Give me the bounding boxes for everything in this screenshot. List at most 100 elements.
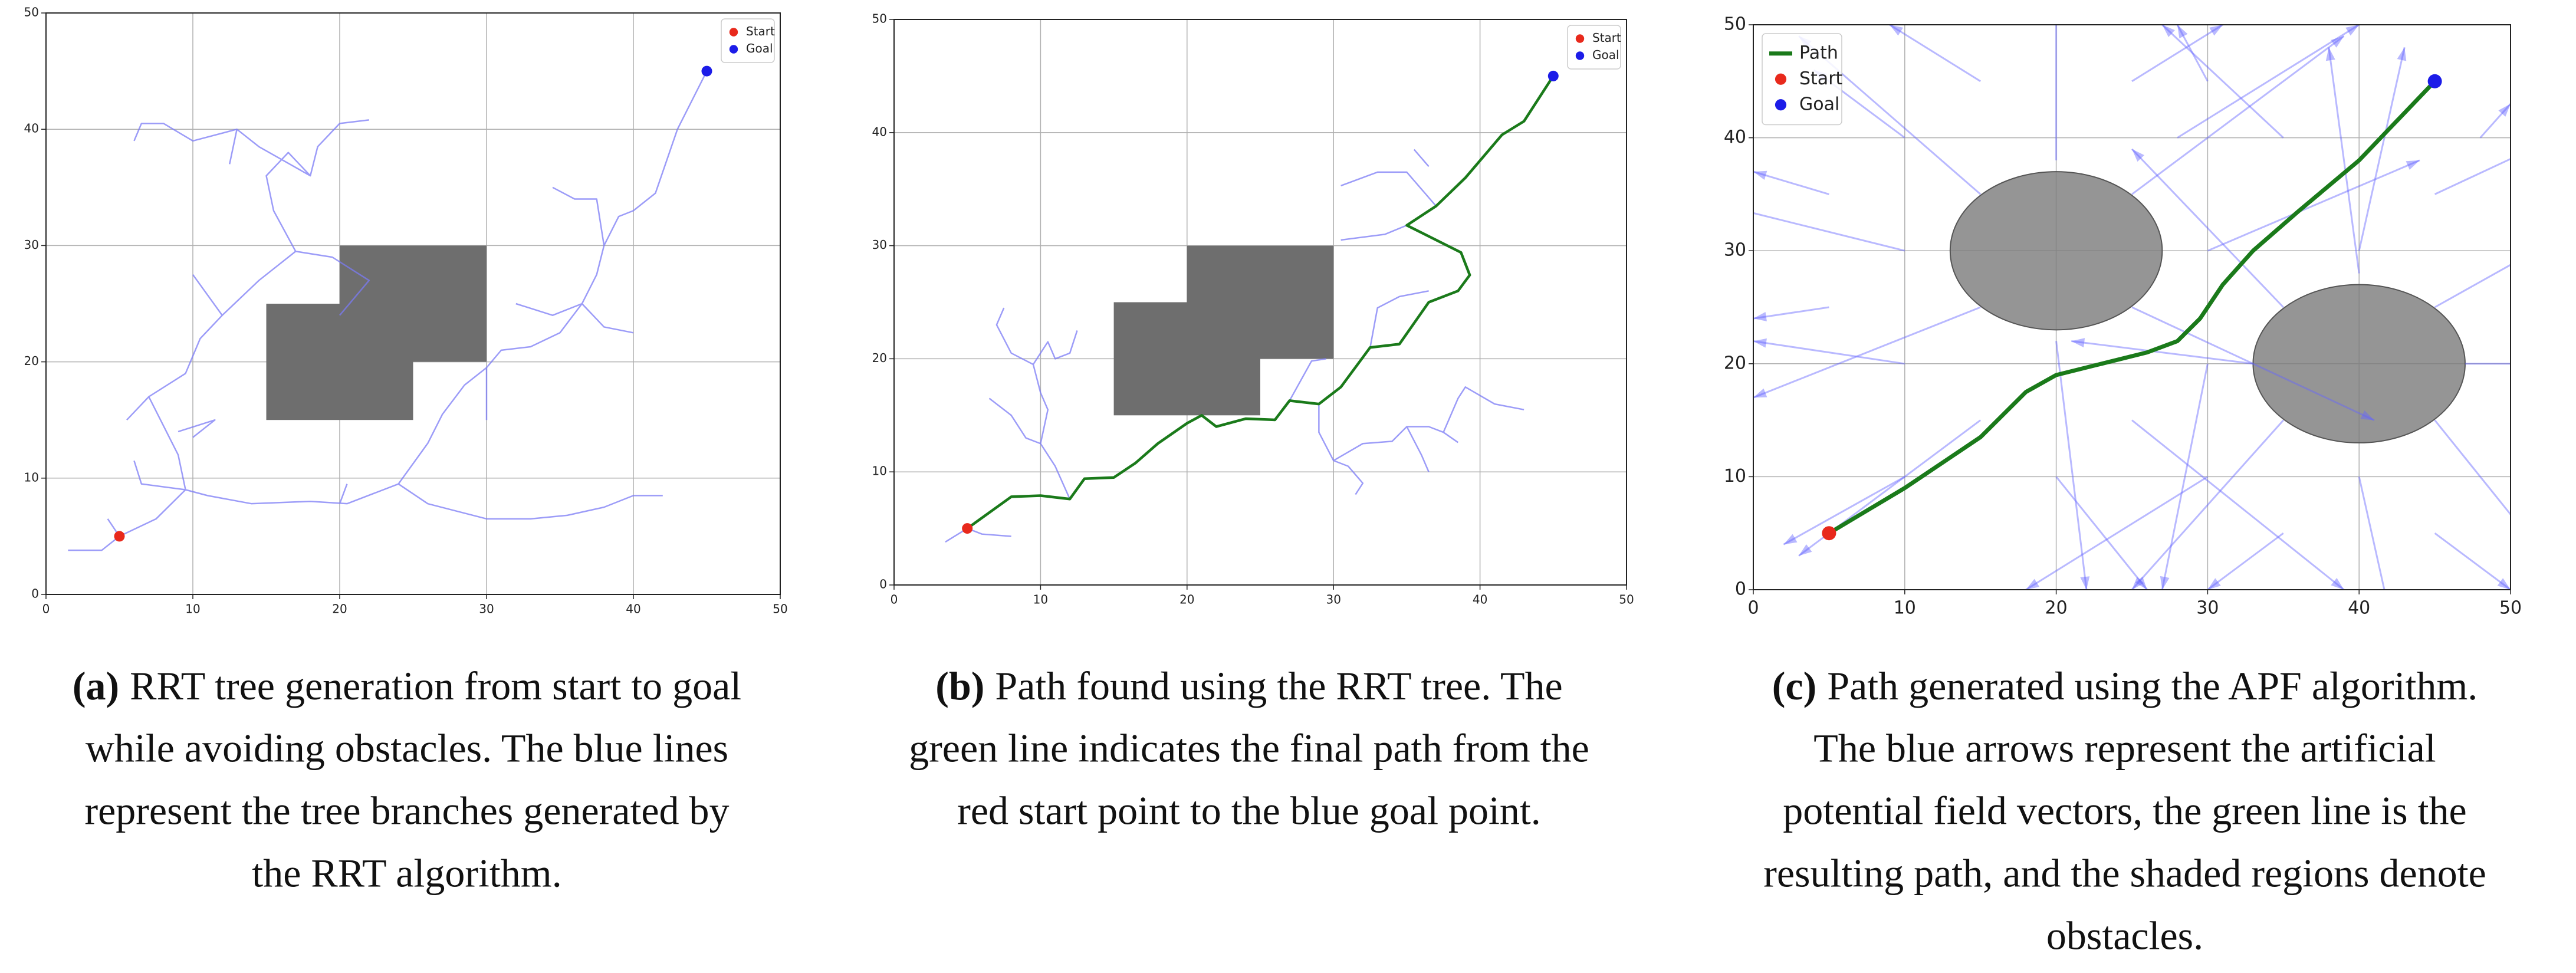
arrow (2434, 264, 2511, 308)
caption-line: (b) Path found using the RRT tree. The (935, 663, 1562, 708)
y-tick-label: 20 (872, 351, 887, 365)
legend-label: Start (1592, 31, 1621, 45)
caption-text: RRT tree generation from start to goal (130, 663, 741, 708)
legend-label: Start (1799, 68, 1843, 89)
legend: Start Goal (721, 18, 775, 63)
arrow (2434, 157, 2511, 195)
chart: 0 10 20 30 40 50 0 10 20 30 40 50 Start Goal (872, 12, 1634, 607)
arrow (1753, 306, 1829, 321)
point (1822, 526, 1836, 541)
legend-label: Start (746, 24, 775, 38)
x-tick-label: 10 (185, 602, 200, 616)
y-tick-label: 0 (879, 577, 887, 591)
legend-label: Goal (746, 41, 773, 55)
arrow (2177, 25, 2360, 139)
arrow (1753, 306, 1981, 399)
x-tick-label: 50 (1619, 593, 1634, 607)
line (945, 149, 1524, 543)
x-tick-label: 20 (332, 602, 347, 616)
y-tick-label: 20 (24, 354, 39, 368)
x-tick-label: 20 (1179, 593, 1194, 607)
arrow (1753, 170, 1829, 195)
legend-swatch (1575, 51, 1585, 60)
y-tick-label: 0 (31, 587, 39, 601)
caption-line: while avoiding obstacles. The blue lines (86, 726, 728, 771)
y-tick-label: 40 (1724, 127, 1746, 147)
caption-line: (a) RRT tree generation from start to goa… (73, 663, 741, 708)
obstacle (1949, 171, 2163, 331)
arrow (2160, 363, 2209, 590)
point (701, 65, 712, 77)
point (1547, 70, 1559, 81)
y-tick-label: 30 (872, 238, 887, 252)
x-tick-label: 40 (2348, 598, 2370, 619)
y-tick-label: 30 (1724, 240, 1746, 261)
arrow (1753, 212, 1905, 252)
arrow (2071, 338, 2253, 365)
obstacle (266, 304, 413, 420)
caption-line: represent the tree branches generated by (84, 788, 729, 833)
arrow (2434, 532, 2511, 590)
legend-label: Path (1799, 42, 1838, 63)
x-tick-label: 30 (1326, 593, 1340, 607)
caption: (b) Path found using the RRT tree. The gre… (909, 663, 1589, 833)
x-tick-label: 30 (2196, 598, 2219, 619)
point (114, 531, 125, 542)
arrow (2358, 476, 2386, 590)
point (962, 523, 973, 534)
legend-label: Goal (1799, 94, 1839, 114)
arrow (1889, 25, 1981, 83)
y-tick-label: 40 (24, 121, 39, 136)
x-tick-label: 30 (479, 602, 494, 616)
caption-line: red start point to the blue goal point. (957, 788, 1541, 833)
axes-frame (893, 19, 1627, 586)
arrow (2131, 148, 2284, 308)
arrow (2055, 341, 2090, 590)
legend-swatch (1775, 73, 1787, 85)
arrow (2465, 363, 2511, 365)
x-tick-label: 40 (626, 602, 640, 616)
x-tick-label: 10 (1033, 593, 1048, 607)
caption-line: the RRT algorithm. (252, 851, 561, 896)
arrow (2131, 419, 2284, 590)
arrow (2055, 25, 2058, 160)
arrow (2025, 476, 2209, 590)
legend-label: Goal (1592, 48, 1619, 62)
arrow (2434, 419, 2511, 516)
x-tick-label: 50 (773, 602, 787, 616)
caption-line: green line indicates the final path from… (909, 726, 1589, 771)
arrow (2131, 306, 2375, 421)
arrow (2055, 476, 2148, 590)
arrow (2176, 25, 2209, 82)
axes-frame (1753, 24, 2511, 590)
arrow (2479, 103, 2511, 139)
axes-frame (45, 12, 781, 595)
y-tick-label: 10 (872, 464, 887, 478)
x-tick-label: 20 (2045, 598, 2068, 619)
arrow (1783, 476, 1905, 545)
caption-line: resulting path, and the shaded regions d… (1763, 851, 2486, 896)
caption: (c) Path generated using the APF algorith… (1763, 663, 2486, 958)
legend-swatch (1775, 99, 1787, 111)
x-tick-label: 0 (1747, 598, 1759, 619)
y-tick-label: 50 (872, 12, 887, 26)
y-tick-label: 10 (1724, 466, 1746, 486)
y-tick-label: 10 (24, 470, 39, 484)
y-tick-label: 0 (1735, 579, 1746, 600)
caption-line: (c) Path generated using the APF algorith… (1772, 663, 2478, 708)
arrow (1753, 338, 1905, 365)
chart: 0 10 20 30 40 50 0 10 20 30 40 50 Start Goal (24, 5, 788, 616)
caption-line: The blue arrows represent the artificial (1813, 726, 2436, 771)
arrow (2207, 159, 2420, 252)
legend: Path Start Goal (1762, 33, 1843, 126)
y-tick-label: 50 (1724, 14, 1746, 35)
quiver (1753, 25, 2511, 590)
caption-label: (a) (73, 663, 119, 708)
chart: 0 10 20 30 40 50 0 10 20 30 40 50 Path Start Goal (1724, 14, 2522, 619)
arrow (2131, 25, 2223, 83)
legend-swatch (729, 45, 738, 54)
legend: Start Goal (1567, 25, 1621, 70)
arrow (2131, 419, 2345, 590)
y-tick-label: 30 (24, 238, 39, 252)
